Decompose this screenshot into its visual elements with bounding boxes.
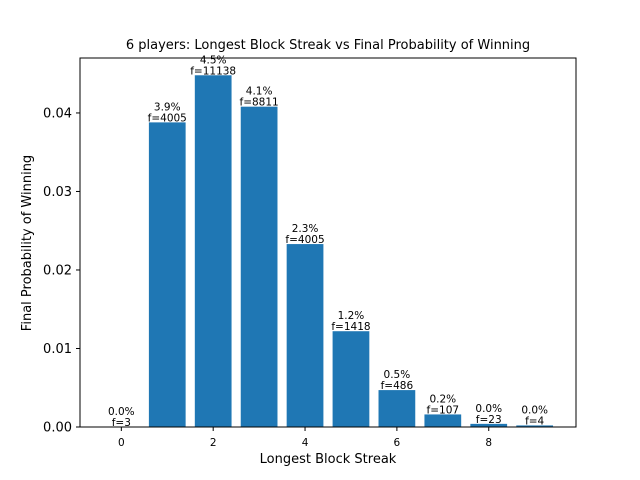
bar-percent-label: 0.0% — [108, 406, 135, 418]
bar-frequency-label: f=107 — [427, 404, 460, 416]
bar-percent-label: 0.2% — [429, 393, 456, 405]
bar-frequency-label: f=4 — [525, 415, 544, 427]
bar-frequency-label: f=11138 — [190, 65, 236, 77]
bar-frequency-label: f=4005 — [148, 112, 187, 124]
bars-group — [102, 75, 554, 428]
bar-percent-label: 3.9% — [154, 101, 181, 113]
x-tick-label: 2 — [210, 437, 217, 449]
bar-frequency-label: f=8811 — [240, 97, 279, 109]
y-tick-label: 0.04 — [43, 106, 72, 121]
bar — [240, 106, 278, 427]
bar-frequency-label: f=1418 — [331, 321, 370, 333]
bar-percent-label: 0.5% — [384, 369, 411, 381]
bar — [148, 122, 186, 427]
bar-frequency-label: f=4005 — [285, 234, 324, 246]
bar-frequency-label: f=3 — [112, 417, 131, 429]
y-axis-title: Final Probability of Winning — [20, 155, 35, 331]
bar-percent-label: 4.1% — [246, 86, 273, 98]
bar-percent-label: 0.0% — [521, 404, 548, 416]
bar — [516, 425, 554, 427]
x-axis-title: Longest Block Streak — [260, 452, 397, 467]
bar-frequency-label: f=486 — [381, 380, 414, 392]
chart-title: 6 players: Longest Block Streak vs Final… — [126, 38, 530, 53]
axes-group: 0 2 4 6 8 0.00 0.01 0.02 0.03 0.04 — [43, 57, 577, 449]
x-tick-label: 6 — [394, 437, 401, 449]
bar-frequency-label: f=23 — [476, 414, 502, 426]
bar-percent-label: 0.0% — [475, 403, 502, 415]
x-tick-label: 4 — [302, 437, 309, 449]
bar — [332, 331, 370, 427]
bar-percent-label: 4.5% — [200, 54, 227, 66]
y-tick-label: 0.01 — [43, 342, 72, 357]
y-tick-label: 0.03 — [43, 185, 72, 200]
bar — [424, 414, 462, 427]
y-tick-label: 0.02 — [43, 263, 72, 278]
plot-frame — [79, 57, 577, 428]
bar — [378, 390, 416, 427]
data-labels-group: 0.0%f=33.9%f=40054.5%f=111384.1%f=88112.… — [108, 54, 548, 429]
y-tick-label: 0.00 — [43, 421, 72, 436]
bar-percent-label: 2.3% — [292, 223, 319, 235]
x-tick-label: 8 — [485, 437, 492, 449]
bar — [470, 423, 508, 427]
x-tick-label: 0 — [118, 437, 125, 449]
bar — [286, 244, 324, 427]
bar-percent-label: 1.2% — [338, 310, 365, 322]
bar — [194, 75, 232, 427]
